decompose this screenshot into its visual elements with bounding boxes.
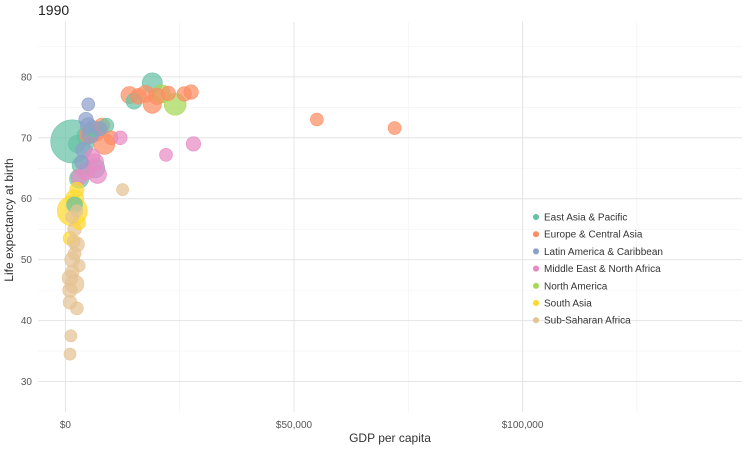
- data-point: [185, 136, 201, 152]
- data-point: [183, 84, 199, 100]
- data-point: [130, 88, 147, 105]
- y-tick-label: 50: [21, 255, 33, 266]
- legend-label: East Asia & Pacific: [544, 213, 627, 224]
- legend-label: Sub-Saharan Africa: [544, 316, 631, 327]
- x-tick-label: $0: [60, 420, 72, 431]
- points-layer: [50, 72, 402, 361]
- chart-title: 1990: [38, 2, 69, 18]
- grid-layer: [38, 22, 742, 412]
- axis-layer: $0 $50,000 $100,000 30 40 50 60 70 80: [21, 72, 544, 431]
- legend-swatch: [532, 282, 540, 289]
- x-tick-label: $50,000: [276, 420, 313, 431]
- data-point: [92, 121, 108, 137]
- data-point: [70, 204, 84, 218]
- data-point: [160, 85, 176, 101]
- x-tick-label: $100,000: [502, 420, 544, 431]
- legend-label: South Asia: [544, 299, 592, 310]
- data-point: [66, 234, 81, 249]
- legend-label: Latin America & Caribbean: [544, 247, 663, 258]
- y-tick-label: 80: [21, 72, 33, 83]
- y-tick-label: 30: [21, 377, 33, 388]
- data-point: [85, 148, 101, 164]
- y-tick-label: 70: [21, 133, 33, 144]
- data-point: [67, 246, 82, 261]
- legend-label: Europe & Central Asia: [544, 230, 643, 241]
- data-point: [387, 121, 402, 135]
- legend-swatch: [532, 317, 540, 324]
- legend-label: Middle East & North Africa: [544, 264, 661, 275]
- legend-swatch: [532, 231, 540, 238]
- data-point: [159, 148, 173, 162]
- data-point: [72, 259, 86, 273]
- legend-swatch: [532, 248, 540, 255]
- data-point: [310, 112, 324, 127]
- data-point: [70, 301, 84, 316]
- legend-swatch: [532, 265, 540, 272]
- data-point: [64, 329, 78, 343]
- y-axis-label: Life expectancy at birth: [2, 158, 16, 281]
- data-point: [63, 347, 77, 361]
- data-point: [78, 111, 94, 128]
- data-point: [69, 182, 85, 198]
- y-tick-label: 60: [21, 194, 33, 205]
- legend-label: North America: [544, 281, 608, 292]
- x-axis-label: GDP per capita: [349, 431, 431, 445]
- legend-swatch: [532, 213, 540, 221]
- data-point: [74, 154, 89, 170]
- legend-swatch: [532, 299, 540, 307]
- data-point: [81, 97, 96, 112]
- y-tick-label: 40: [21, 316, 33, 327]
- data-point: [113, 130, 128, 145]
- legend: East Asia & Pacific Europe & Central Asia…: [532, 213, 663, 327]
- data-point: [116, 183, 129, 196]
